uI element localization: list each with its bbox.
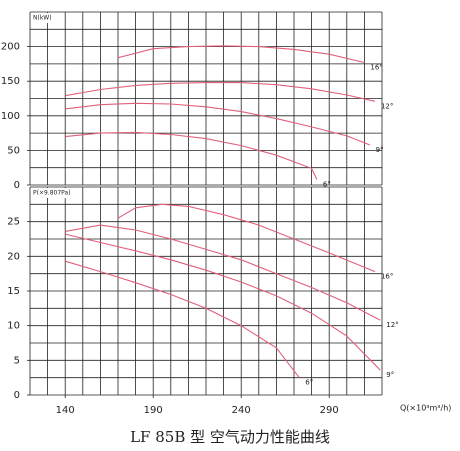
curve (65, 260, 300, 379)
curve (65, 102, 370, 146)
curve-label: 16° (381, 273, 393, 281)
y-tick-label: 10 (7, 321, 20, 332)
y-tick-label: 200 (1, 42, 20, 53)
curve (65, 82, 376, 102)
label-bg (32, 188, 74, 198)
curve (117, 203, 376, 273)
y-tick-label: 100 (1, 111, 20, 122)
curve-label: 16° (370, 64, 382, 72)
x-axis-label: Q(×10³m³/h) (400, 404, 451, 413)
y-axis-label: N(kW) (33, 15, 52, 22)
y-tick-label: 5 (14, 355, 20, 366)
curve (65, 131, 318, 180)
y-tick-label: 0 (14, 390, 20, 401)
y-tick-label: 15 (7, 286, 20, 297)
y-tick-label: 150 (1, 76, 20, 87)
curve-label: 12° (381, 102, 393, 110)
y-tick-label: 25 (7, 217, 20, 228)
curve-label: 9° (386, 371, 394, 379)
y-tick-label: 0 (14, 180, 20, 191)
curve (65, 233, 381, 371)
y-axis-label: P(×9.807Pa) (33, 190, 71, 197)
x-tick-label: 290 (320, 405, 339, 416)
curve-label: 6° (305, 379, 313, 387)
curve-label: 6° (323, 180, 331, 188)
curve (117, 45, 365, 64)
x-tick-label: 190 (144, 405, 163, 416)
curve (65, 224, 381, 321)
x-tick-label: 140 (56, 405, 75, 416)
y-tick-label: 50 (7, 145, 20, 156)
y-tick-label: 20 (7, 251, 20, 262)
curve-label: 12° (386, 321, 398, 329)
x-tick-label: 240 (232, 405, 251, 416)
label-bg (32, 13, 58, 23)
chart-title: LF 85B 型 空气动力性能曲线 (130, 428, 330, 446)
curve-label: 9° (376, 146, 384, 154)
